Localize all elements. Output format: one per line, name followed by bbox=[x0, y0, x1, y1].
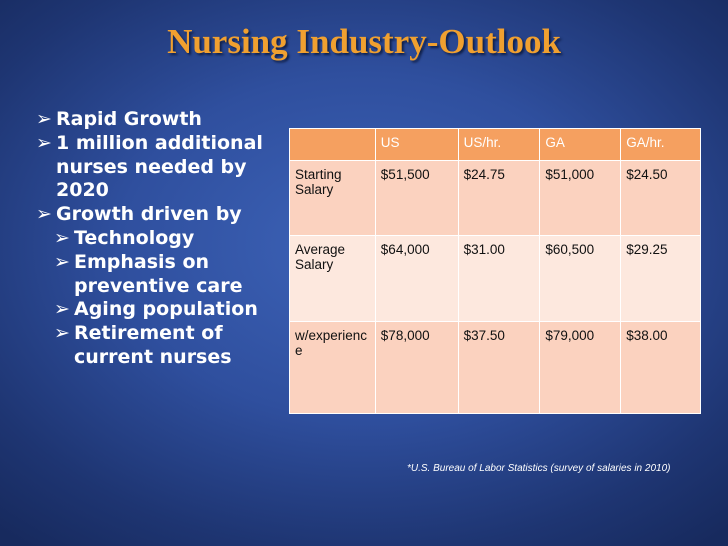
salary-table: US US/hr. GA GA/hr. Starting Salary $51,… bbox=[289, 128, 701, 414]
table-cell: $60,500 bbox=[539, 235, 622, 322]
header-cell bbox=[289, 128, 376, 161]
bullet-text: Growth driven by bbox=[56, 203, 242, 226]
table-cell: $79,000 bbox=[539, 321, 622, 414]
table-cell: $64,000 bbox=[374, 235, 459, 322]
bullet-text: Aging population bbox=[74, 298, 258, 321]
arrow-bullet-icon: ➢ bbox=[36, 203, 52, 226]
table-row: Starting Salary $51,500 $24.75 $51,000 $… bbox=[289, 160, 701, 236]
table-header-row: US US/hr. GA GA/hr. bbox=[289, 128, 701, 161]
arrow-bullet-icon: ➢ bbox=[54, 298, 70, 321]
bullet-item: ➢ Rapid Growth bbox=[36, 108, 286, 132]
row-label-cell: w/experience bbox=[289, 321, 376, 414]
sub-bullet-item: ➢ Technology bbox=[36, 227, 286, 251]
table-cell: $38.00 bbox=[620, 321, 701, 414]
bullet-list: ➢ Rapid Growth ➢ 1 million additional nurs… bbox=[36, 108, 286, 370]
source-footnote: *U.S. Bureau of Labor Statistics (survey… bbox=[407, 463, 671, 474]
header-cell: GA/hr. bbox=[620, 128, 701, 161]
arrow-bullet-icon: ➢ bbox=[54, 250, 70, 273]
bullet-text: Technology bbox=[74, 226, 195, 249]
bullet-text: 1 million additional nurses needed by 20… bbox=[56, 131, 263, 202]
table-cell: $24.50 bbox=[620, 160, 701, 236]
header-cell: GA bbox=[539, 128, 622, 161]
table-row: w/experience $78,000 $37.50 $79,000 $38.… bbox=[289, 321, 701, 414]
sub-bullet-item: ➢ Retirement of current nurses bbox=[36, 322, 286, 370]
bullet-text: Emphasis on preventive care bbox=[74, 250, 243, 297]
sub-bullet-item: ➢ Emphasis on preventive care bbox=[36, 251, 286, 299]
sub-bullet-item: ➢ Aging population bbox=[36, 298, 286, 322]
table-cell: $29.25 bbox=[620, 235, 701, 322]
bullet-item: ➢ Growth driven by bbox=[36, 203, 286, 227]
slide-title: Nursing Industry-Outlook bbox=[167, 22, 561, 61]
table-cell: $51,500 bbox=[374, 160, 459, 236]
bullet-item: ➢ 1 million additional nurses needed by 2… bbox=[36, 132, 286, 203]
arrow-bullet-icon: ➢ bbox=[54, 322, 70, 345]
table-cell: $78,000 bbox=[374, 321, 459, 414]
row-label-cell: Starting Salary bbox=[289, 160, 376, 236]
table-cell: $24.75 bbox=[457, 160, 541, 236]
arrow-bullet-icon: ➢ bbox=[54, 226, 70, 249]
bullet-text: Rapid Growth bbox=[56, 108, 202, 130]
table-cell: $37.50 bbox=[457, 321, 541, 414]
table-cell: $31.00 bbox=[457, 235, 541, 322]
row-label-cell: Average Salary bbox=[289, 235, 376, 322]
table-row: Average Salary $64,000 $31.00 $60,500 $2… bbox=[289, 235, 701, 322]
table-cell: $51,000 bbox=[539, 160, 622, 236]
arrow-bullet-icon: ➢ bbox=[36, 108, 52, 130]
arrow-bullet-icon: ➢ bbox=[36, 131, 52, 154]
header-cell: US/hr. bbox=[457, 128, 541, 161]
bullet-text: Retirement of current nurses bbox=[74, 322, 232, 368]
header-cell: US bbox=[374, 128, 459, 161]
